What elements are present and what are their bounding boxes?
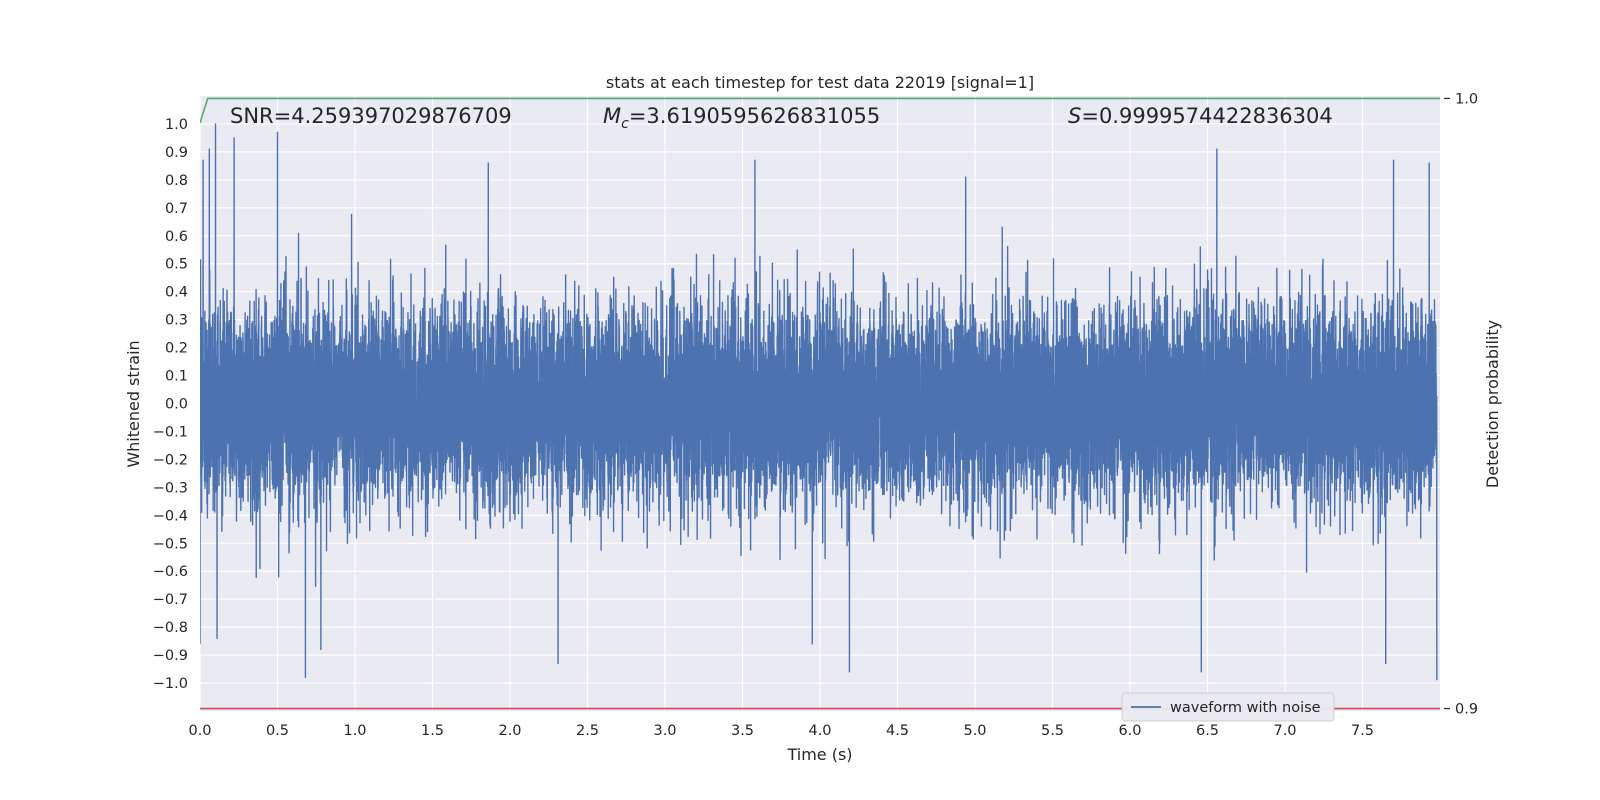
- y-tick-label: −0.2: [153, 452, 188, 468]
- y-tick-label: 0.4: [165, 285, 188, 301]
- x-tick-label: 6.0: [1118, 723, 1141, 739]
- y2-tick-label: 0.9: [1455, 702, 1478, 718]
- chirp-mass-annotation: Mc=3.6190595626831055: [603, 104, 880, 132]
- series-line-detection-probability: [200, 97, 1440, 124]
- score-symbol: S: [1068, 104, 1081, 128]
- score-value: =0.9999574422836304: [1081, 104, 1332, 128]
- x-tick-label: 0.0: [188, 723, 211, 739]
- legend-box: [1121, 692, 1335, 722]
- legend: waveform with noise: [1121, 692, 1335, 722]
- y-axis-label: Whitened strain: [124, 340, 143, 467]
- snr-annotation: SNR=4.259397029876709: [230, 104, 512, 128]
- y-tick-label: 0.7: [165, 201, 188, 217]
- x-tick-label: 1.5: [421, 723, 444, 739]
- x-tick-label: 2.5: [576, 723, 599, 739]
- x-tick-label: 6.5: [1196, 723, 1219, 739]
- y-tick-label: −0.9: [153, 648, 188, 664]
- x-tick-label: 5.5: [1041, 723, 1064, 739]
- chirp-mass-symbol: M: [603, 104, 621, 128]
- chart-title: stats at each timestep for test data 220…: [606, 73, 1034, 92]
- x-tick-label: 7.5: [1351, 723, 1374, 739]
- score-annotation: S=0.9999574422836304: [1068, 104, 1333, 128]
- y-tick-label: −1.0: [153, 676, 188, 692]
- y-tick-label: −0.4: [153, 508, 188, 524]
- x-axis-label: Time (s): [786, 745, 852, 764]
- legend-label-waveform: waveform with noise: [1170, 700, 1321, 716]
- y-tick-label: −0.1: [153, 424, 188, 440]
- x-tick-label: 4.0: [808, 723, 831, 739]
- x-tick-label: 0.5: [266, 723, 289, 739]
- y-tick-label: 0.0: [165, 397, 188, 413]
- chirp-mass-subscript: c: [621, 116, 629, 132]
- x-tick-label: 3.5: [731, 723, 754, 739]
- y-tick-label: 0.9: [165, 145, 188, 161]
- y-tick-label: −0.5: [153, 536, 188, 552]
- y-tick-label: −0.8: [153, 620, 188, 636]
- x-tick-label: 7.0: [1273, 723, 1296, 739]
- y-tick-label: 1.0: [165, 117, 188, 133]
- series-line-waveform: [200, 123, 1438, 681]
- y-tick-label: −0.7: [153, 592, 188, 608]
- y-tick-label: 0.1: [165, 369, 188, 385]
- y-tick-label: 0.5: [165, 257, 188, 273]
- y2-axis-label: Detection probability: [1483, 320, 1502, 488]
- x-axis-ticks: 0.0 0.5 1.0 1.5 2.0 2.5 3.0 3.5 4.0 4.5 5.0 5.5 6.0 6…: [188, 723, 1374, 739]
- y-tick-label: 0.2: [165, 341, 188, 357]
- y-tick-label: −0.6: [153, 564, 188, 580]
- y-axis-ticks: 1.0 0.9 0.8 0.7 0.6 0.5 0.4 0.3 0.2 0.1 0.0 −0.1 −0.…: [153, 117, 188, 692]
- y-tick-label: 0.3: [165, 313, 188, 329]
- y2-axis-ticks: 1.0 0.9: [1444, 91, 1478, 718]
- x-tick-label: 1.0: [343, 723, 366, 739]
- y-tick-label: −0.3: [153, 480, 188, 496]
- chirp-mass-value: =3.6190595626831055: [629, 104, 880, 128]
- x-tick-label: 4.5: [886, 723, 909, 739]
- x-tick-label: 5.0: [963, 723, 986, 739]
- x-tick-label: 3.0: [653, 723, 676, 739]
- y-tick-label: 0.8: [165, 173, 188, 189]
- x-tick-label: 2.0: [498, 723, 521, 739]
- y2-tick-label: 1.0: [1455, 91, 1478, 107]
- y-tick-label: 0.6: [165, 229, 188, 245]
